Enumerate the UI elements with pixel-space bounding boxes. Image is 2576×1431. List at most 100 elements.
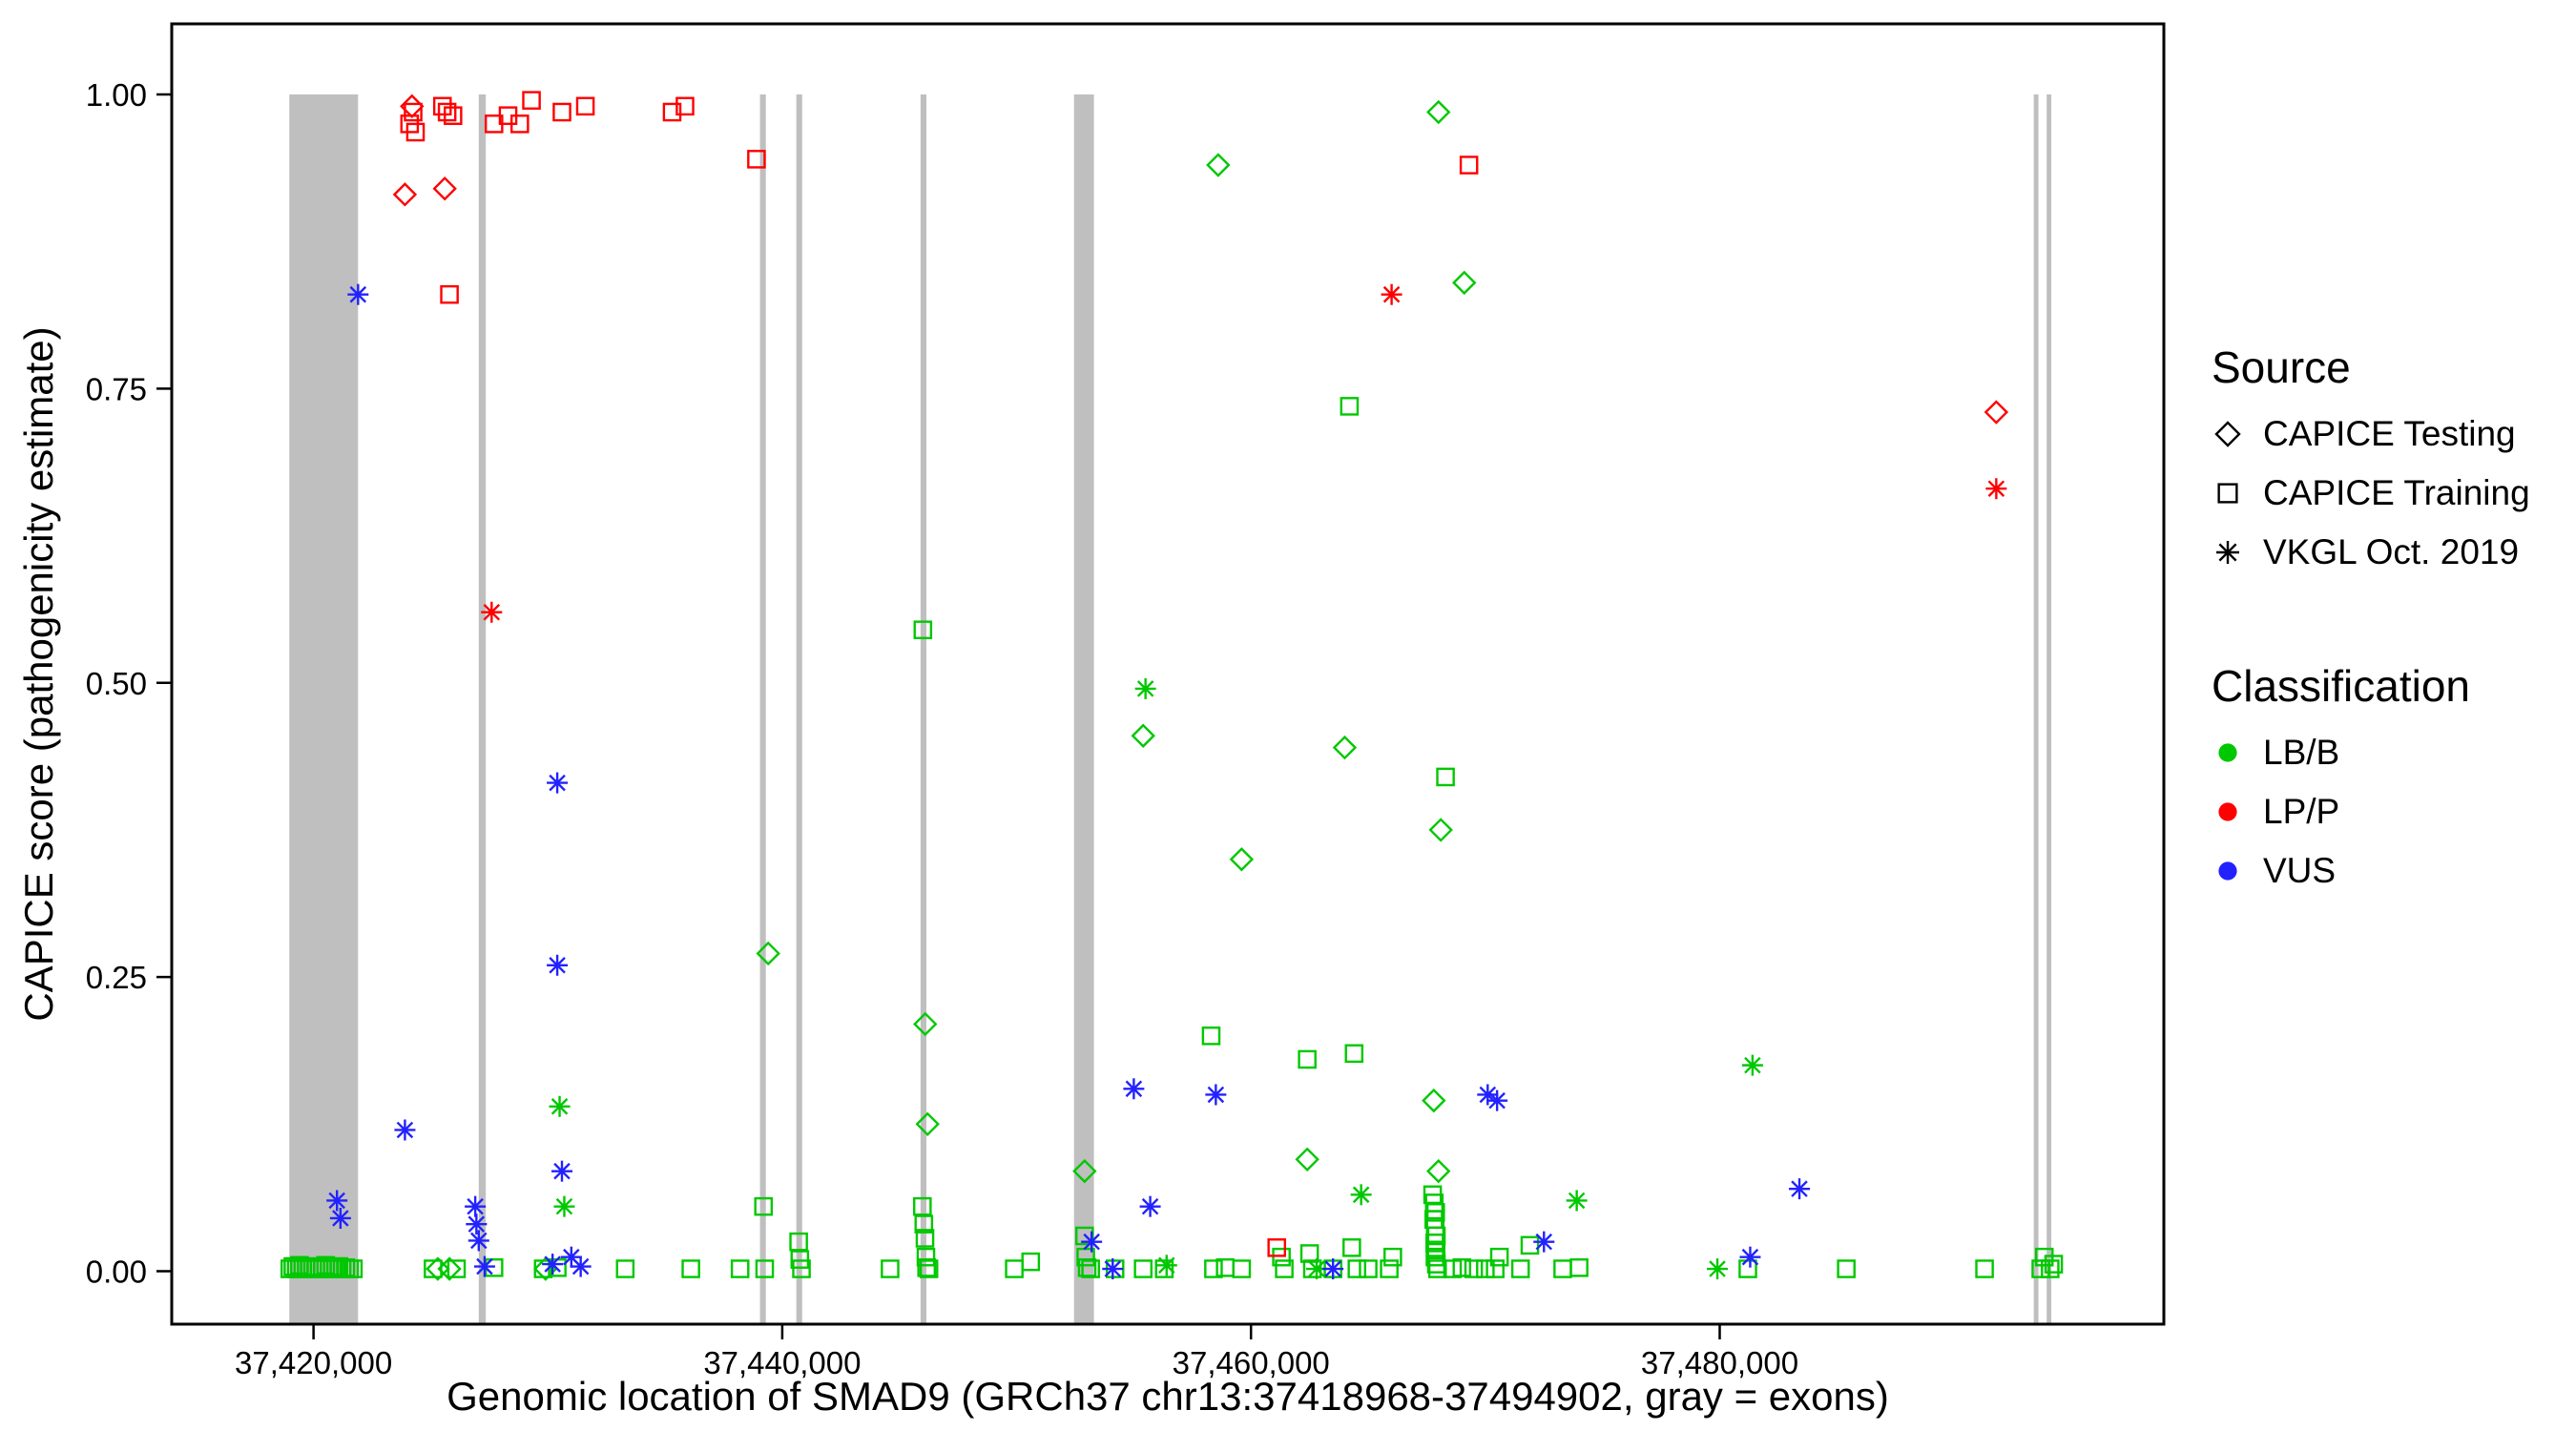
data-point bbox=[575, 96, 595, 116]
exon-band bbox=[2033, 94, 2039, 1325]
y-tick-label: 0.50 bbox=[86, 666, 147, 701]
data-point bbox=[1510, 1259, 1530, 1278]
diamond-marker-icon bbox=[2214, 421, 2241, 447]
data-point bbox=[1204, 1259, 1223, 1278]
data-point bbox=[522, 91, 541, 110]
data-point bbox=[1299, 1244, 1319, 1263]
data-point bbox=[1485, 1259, 1505, 1278]
data-point bbox=[437, 1256, 462, 1281]
data-point bbox=[533, 1259, 553, 1278]
data-point bbox=[1295, 1147, 1319, 1172]
data-point bbox=[329, 1256, 348, 1276]
square-marker-icon bbox=[2217, 483, 2238, 504]
data-point bbox=[755, 1259, 775, 1278]
data-point bbox=[1476, 1259, 1495, 1278]
y-tick-label: 0.25 bbox=[86, 960, 147, 995]
data-point bbox=[1489, 1247, 1509, 1267]
legend: Source CAPICE Testing CAPICE Training VK… bbox=[2212, 342, 2530, 910]
data-point bbox=[1350, 1184, 1372, 1206]
data-point bbox=[1298, 1049, 1317, 1069]
data-point bbox=[547, 772, 569, 794]
exon-band bbox=[289, 94, 359, 1325]
data-point bbox=[1131, 723, 1155, 748]
data-point bbox=[1426, 1158, 1451, 1184]
y-tick-label: 1.00 bbox=[86, 77, 147, 113]
data-point bbox=[1322, 1258, 1344, 1280]
data-point bbox=[754, 1196, 774, 1216]
data-point bbox=[326, 1190, 348, 1212]
data-point bbox=[404, 102, 423, 122]
series-capice-testing-lb-b bbox=[426, 99, 1477, 1281]
data-point bbox=[1005, 1259, 1024, 1278]
data-point bbox=[467, 1230, 489, 1252]
data-point bbox=[1133, 1259, 1153, 1278]
x-axis-label: Genomic location of SMAD9 (GRCh37 chr13:… bbox=[447, 1374, 1889, 1419]
data-point bbox=[1139, 1195, 1161, 1217]
data-point bbox=[1081, 1231, 1103, 1253]
data-point bbox=[1739, 1246, 1761, 1268]
data-point bbox=[919, 1259, 939, 1278]
data-point bbox=[790, 1250, 810, 1269]
data-point bbox=[1422, 1088, 1446, 1113]
y-tick-label: 0.00 bbox=[86, 1254, 147, 1289]
data-point bbox=[447, 1259, 467, 1278]
x-tick-label: 37,480,000 bbox=[1641, 1345, 1798, 1380]
data-point bbox=[1154, 1259, 1174, 1278]
data-point bbox=[1102, 1258, 1124, 1280]
data-point bbox=[1380, 1259, 1399, 1278]
data-point bbox=[2031, 1259, 2050, 1278]
x-tick-label: 37,440,000 bbox=[703, 1345, 861, 1380]
legend-item-label: VUS bbox=[2263, 851, 2337, 890]
exon-band bbox=[920, 94, 926, 1325]
data-point bbox=[662, 102, 682, 122]
data-point bbox=[1081, 1259, 1100, 1278]
exon-band bbox=[759, 94, 766, 1325]
data-point bbox=[551, 1160, 573, 1182]
series-capice-testing-lp-p bbox=[392, 93, 2009, 425]
data-point bbox=[1206, 153, 1231, 177]
data-point bbox=[1383, 1247, 1402, 1267]
data-point bbox=[1837, 1259, 1856, 1278]
data-point bbox=[1077, 1258, 1097, 1277]
data-point bbox=[1984, 400, 2009, 425]
data-point bbox=[913, 1011, 938, 1037]
data-point bbox=[426, 1256, 450, 1281]
data-point bbox=[1427, 1259, 1447, 1278]
data-point bbox=[443, 106, 463, 125]
data-point bbox=[1267, 1238, 1287, 1257]
data-point bbox=[1342, 1238, 1361, 1257]
data-point bbox=[756, 941, 780, 966]
data-point bbox=[1985, 478, 2007, 500]
data-point bbox=[465, 1195, 487, 1217]
data-point bbox=[343, 1259, 364, 1278]
series-vkgl-oct-2019-lp-p bbox=[481, 283, 2007, 623]
data-point bbox=[730, 1259, 750, 1278]
data-point bbox=[392, 182, 418, 207]
data-point bbox=[1215, 1258, 1235, 1277]
series-capice-training-lb-b bbox=[280, 397, 2064, 1278]
data-point bbox=[1464, 1259, 1484, 1278]
legend-group-classification: Classification LB/B LP/P VUS bbox=[2212, 660, 2530, 891]
data-point bbox=[549, 1095, 571, 1117]
data-point bbox=[1232, 1259, 1252, 1278]
data-point bbox=[1436, 767, 1455, 787]
blue-dot-icon bbox=[2218, 861, 2237, 881]
data-point bbox=[473, 1255, 495, 1277]
data-point bbox=[1789, 1178, 1811, 1200]
data-point bbox=[1201, 1027, 1221, 1046]
series-vkgl-oct-2019-vus bbox=[326, 283, 1811, 1280]
data-point bbox=[570, 1255, 592, 1277]
data-point bbox=[1975, 1259, 1994, 1278]
data-point bbox=[2041, 1259, 2060, 1278]
data-point bbox=[1443, 1259, 1463, 1278]
data-point bbox=[1553, 1259, 1572, 1278]
data-point bbox=[1134, 677, 1156, 699]
data-point bbox=[1340, 397, 1360, 416]
data-point bbox=[1359, 1259, 1378, 1278]
legend-item-label: LP/P bbox=[2263, 792, 2340, 831]
data-point bbox=[1344, 1044, 1364, 1064]
data-point bbox=[1381, 283, 1402, 305]
data-point bbox=[1155, 1255, 1177, 1276]
data-point bbox=[1205, 1084, 1227, 1106]
